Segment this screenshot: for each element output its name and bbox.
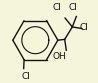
Text: OH: OH [53,52,66,61]
Text: Cl: Cl [69,3,78,12]
Text: Cl: Cl [52,3,61,12]
Text: Cl: Cl [79,23,88,32]
Text: Cl: Cl [22,72,30,81]
